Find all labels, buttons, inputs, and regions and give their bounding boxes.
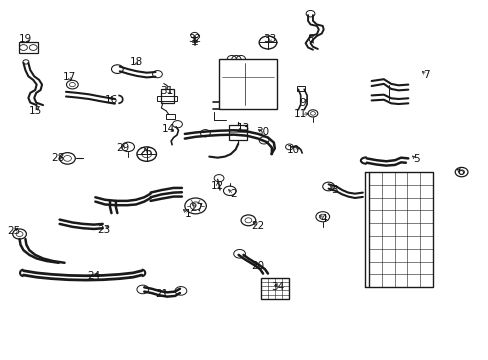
Text: 10: 10 <box>286 145 299 156</box>
Bar <box>368 172 432 287</box>
Bar <box>157 96 177 101</box>
Text: 16: 16 <box>104 95 118 105</box>
Text: 1: 1 <box>184 209 191 219</box>
Bar <box>166 114 175 119</box>
Bar <box>19 42 38 53</box>
Bar <box>228 125 247 140</box>
Text: 34: 34 <box>270 282 284 292</box>
Text: 8: 8 <box>306 34 313 44</box>
Text: 19: 19 <box>19 34 32 44</box>
Text: 31: 31 <box>160 86 174 96</box>
Text: 7: 7 <box>422 70 429 80</box>
Text: 33: 33 <box>263 34 276 44</box>
Text: 3: 3 <box>331 185 338 195</box>
Text: 4: 4 <box>320 214 326 224</box>
Bar <box>260 278 288 299</box>
Text: 28: 28 <box>51 153 64 163</box>
Text: 25: 25 <box>7 226 20 236</box>
Text: 30: 30 <box>256 127 269 138</box>
Text: 13: 13 <box>236 123 250 133</box>
Bar <box>297 86 305 91</box>
Text: 24: 24 <box>87 271 101 282</box>
Text: 29: 29 <box>116 143 130 153</box>
Text: 15: 15 <box>28 106 42 116</box>
Text: 12: 12 <box>210 181 224 192</box>
Text: 11: 11 <box>293 109 307 120</box>
Text: 18: 18 <box>129 57 142 67</box>
Text: 22: 22 <box>251 221 264 231</box>
Text: 27: 27 <box>189 203 203 213</box>
Text: 14: 14 <box>162 124 175 134</box>
Text: 17: 17 <box>62 72 76 82</box>
Text: 26: 26 <box>139 147 152 157</box>
Bar <box>161 89 173 103</box>
Bar <box>219 59 276 109</box>
Text: 32: 32 <box>187 34 201 44</box>
Text: 2: 2 <box>230 189 237 199</box>
Text: 23: 23 <box>97 225 110 235</box>
Text: 9: 9 <box>299 98 306 108</box>
Text: 21: 21 <box>155 289 169 300</box>
Text: 6: 6 <box>456 167 463 177</box>
Text: 20: 20 <box>251 261 264 271</box>
Text: 5: 5 <box>412 154 419 165</box>
